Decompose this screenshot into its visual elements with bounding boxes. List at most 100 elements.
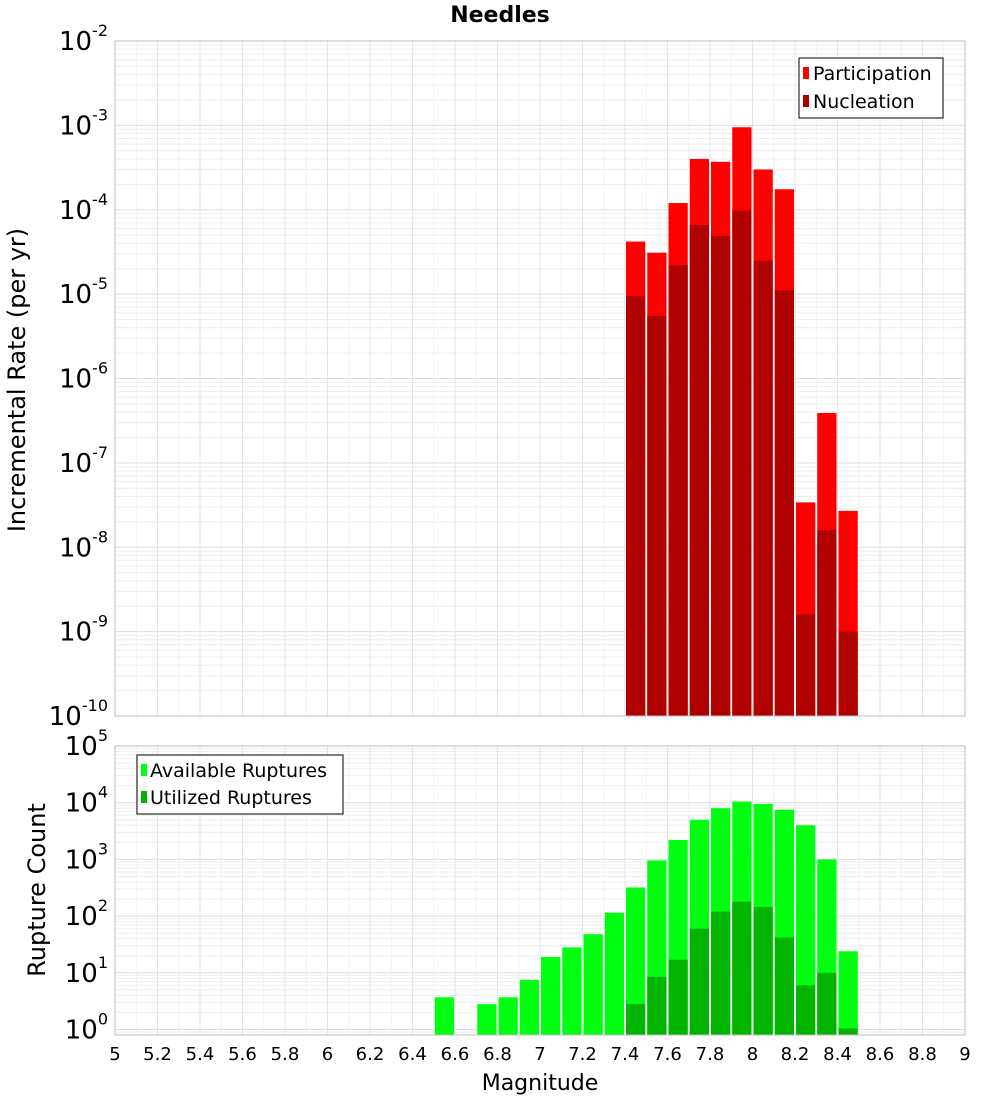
y-tick-exponent: 2 bbox=[98, 896, 108, 915]
available-ruptures-bar bbox=[626, 887, 646, 1035]
legend-box bbox=[798, 57, 944, 119]
y-tick-exponent: 1 bbox=[98, 953, 108, 972]
available-ruptures-bar bbox=[498, 997, 518, 1035]
available-ruptures-bar bbox=[477, 1004, 497, 1035]
x-tick-label: 5.8 bbox=[271, 1044, 300, 1065]
y-tick-base: 10 bbox=[59, 365, 92, 395]
nucleation-bar bbox=[732, 210, 752, 716]
bottom-y-tick-label: 102 bbox=[65, 896, 108, 932]
x-tick-label: 7.6 bbox=[653, 1044, 682, 1065]
y-tick-base: 10 bbox=[65, 789, 98, 819]
x-tick-label: 5.2 bbox=[143, 1044, 172, 1065]
nucleation-bar bbox=[796, 614, 816, 716]
utilized-ruptures-bar bbox=[647, 976, 667, 1035]
y-tick-base: 10 bbox=[59, 533, 92, 563]
bottom-legend: Available Ruptures Utilized Ruptures bbox=[136, 754, 344, 815]
x-tick-label: 6.2 bbox=[356, 1044, 385, 1065]
available-ruptures-bar bbox=[838, 951, 858, 1035]
legend-box bbox=[136, 754, 344, 815]
utilized-ruptures-bar bbox=[732, 901, 752, 1035]
x-tick-label: 7.4 bbox=[611, 1044, 640, 1065]
x-tick-label: 6.6 bbox=[441, 1044, 470, 1065]
utilized-ruptures-bar bbox=[774, 937, 794, 1035]
nucleation-legend-swatch bbox=[803, 95, 809, 107]
utilized-ruptures-bar bbox=[668, 959, 688, 1035]
y-tick-base: 10 bbox=[59, 27, 92, 57]
bottom-bars bbox=[434, 801, 858, 1035]
available-ruptures-bar bbox=[434, 997, 454, 1035]
x-tick-label: 6 bbox=[322, 1044, 333, 1065]
y-tick-exponent: -7 bbox=[92, 443, 108, 462]
bottom-y-tick-label: 101 bbox=[65, 953, 108, 989]
top-y-tick-label: 10-10 bbox=[49, 696, 108, 732]
available-ruptures-bar bbox=[583, 934, 603, 1035]
utilized-ruptures-legend-label: Utilized Ruptures bbox=[150, 787, 312, 809]
y-tick-base: 10 bbox=[65, 732, 98, 762]
x-tick-label: 8.4 bbox=[823, 1044, 852, 1065]
x-tick-label: 8.6 bbox=[866, 1044, 895, 1065]
available-ruptures-bar bbox=[562, 947, 582, 1035]
bottom-y-tick-label: 104 bbox=[65, 783, 108, 819]
top-legend: Participation Nucleation bbox=[798, 57, 944, 119]
y-tick-exponent: 4 bbox=[98, 783, 108, 802]
available-ruptures-bar bbox=[541, 956, 561, 1035]
x-tick-label: 5.6 bbox=[228, 1044, 257, 1065]
y-tick-base: 10 bbox=[65, 1016, 98, 1046]
bottom-plot-frame bbox=[114, 745, 966, 1036]
y-tick-exponent: 3 bbox=[98, 839, 108, 858]
top-bars bbox=[626, 127, 858, 717]
x-axis-label: Magnitude bbox=[482, 1071, 599, 1096]
top-y-tick-label: 10-6 bbox=[59, 359, 108, 395]
x-tick-label: 5.4 bbox=[186, 1044, 215, 1065]
top-y-axis-label: Incremental Rate (per yr) bbox=[3, 228, 31, 532]
nucleation-bar bbox=[774, 289, 794, 716]
x-ticks: 5 5.2 5.4 5.6 5.8 6 6.2 6.4 6.6 6.8 7 7.2 7.4 7.6 7.8 8… bbox=[109, 1044, 970, 1065]
y-tick-exponent: -4 bbox=[92, 190, 108, 209]
top-y-tick-label: 10-8 bbox=[59, 527, 108, 563]
nucleation-bar bbox=[711, 235, 731, 716]
x-tick-label: 5 bbox=[109, 1044, 120, 1065]
y-tick-base: 10 bbox=[49, 702, 82, 732]
y-tick-exponent: 5 bbox=[98, 726, 108, 745]
x-tick-label: 6.4 bbox=[398, 1044, 427, 1065]
utilized-ruptures-bar bbox=[689, 928, 709, 1035]
top-plot-frame bbox=[114, 40, 966, 717]
nucleation-bar bbox=[817, 530, 837, 716]
x-tick-label: 8 bbox=[747, 1044, 758, 1065]
y-tick-base: 10 bbox=[59, 618, 92, 648]
top-y-tick-label: 10-3 bbox=[59, 105, 108, 141]
participation-legend-label: Participation bbox=[813, 63, 932, 85]
x-tick-label: 6.8 bbox=[483, 1044, 512, 1065]
y-tick-base: 10 bbox=[65, 845, 98, 875]
y-tick-base: 10 bbox=[59, 449, 92, 479]
bottom-y-tick-label: 103 bbox=[65, 839, 108, 875]
x-tick-label: 7.2 bbox=[568, 1044, 597, 1065]
top-y-tick-label: 10-5 bbox=[59, 274, 108, 310]
x-tick-label: 8.2 bbox=[781, 1044, 810, 1065]
available-ruptures-bar bbox=[604, 912, 624, 1035]
utilized-ruptures-bar bbox=[711, 911, 731, 1035]
y-tick-exponent: -2 bbox=[92, 21, 108, 40]
top-y-tick-label: 10-7 bbox=[59, 443, 108, 479]
nucleation-bar bbox=[838, 631, 858, 716]
y-tick-base: 10 bbox=[59, 111, 92, 141]
utilized-ruptures-bar bbox=[838, 1028, 858, 1035]
top-y-tick-label: 10-4 bbox=[59, 190, 108, 226]
x-tick-label: 8.8 bbox=[908, 1044, 937, 1065]
nucleation-bar bbox=[668, 265, 688, 716]
y-tick-base: 10 bbox=[65, 959, 98, 989]
nucleation-bar bbox=[647, 316, 667, 716]
nucleation-bar bbox=[753, 260, 773, 716]
available-ruptures-bar bbox=[796, 825, 816, 1035]
y-tick-exponent: -6 bbox=[92, 359, 108, 378]
y-tick-exponent: -10 bbox=[82, 696, 108, 715]
bottom-y-axis-label: Rupture Count bbox=[23, 803, 51, 977]
nucleation-legend-label: Nucleation bbox=[813, 91, 915, 113]
y-tick-base: 10 bbox=[59, 196, 92, 226]
nucleation-bar bbox=[626, 296, 646, 716]
y-tick-exponent: -3 bbox=[92, 105, 108, 124]
available-ruptures-legend-swatch bbox=[141, 764, 147, 776]
